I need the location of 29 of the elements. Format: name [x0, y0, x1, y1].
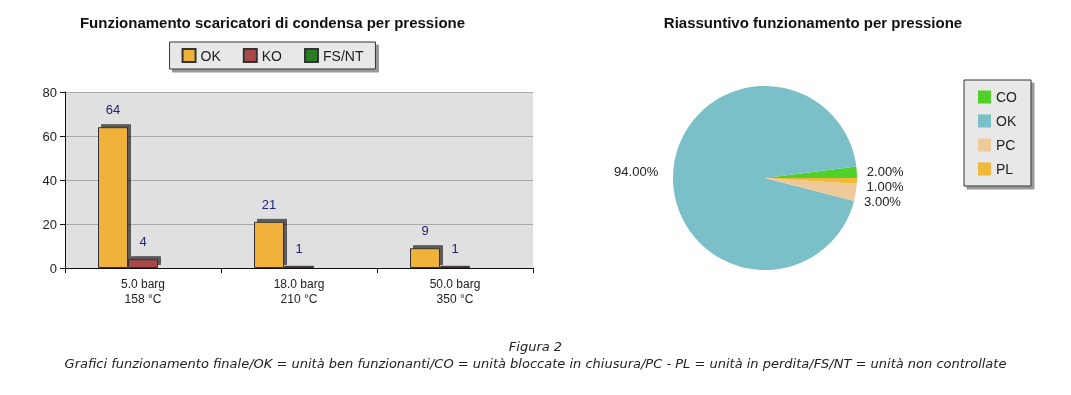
data-label: 3.00%: [864, 194, 902, 210]
legend-label: OK: [996, 113, 1017, 129]
data-label: 21: [261, 196, 277, 212]
x-tick-label: 50.0 barg 350 °C: [429, 276, 481, 306]
text: Grafici funzionamento finale/OK = unità ben funzionanti/CO = unità bloccate in chiusura/PC - PL = unità in perdita/FS/NT = unità non controllate: [63, 355, 1008, 372]
data-label: 1: [451, 240, 459, 256]
y-tick-label: 40: [42, 172, 57, 188]
text: Figura 2: [507, 338, 564, 355]
x-tick-label: 18.0 barg 210 °C: [273, 276, 325, 306]
data-label: 9: [421, 223, 429, 239]
y-tick-label: 60: [42, 128, 57, 144]
legend-label: KO: [261, 47, 283, 64]
chart-title: Riassuntivo funzionamento per pressione: [663, 14, 963, 31]
chart-title: Funzionamento scaricatori di condensa per pressione: [79, 14, 466, 31]
data-label: 4: [139, 234, 147, 250]
legend-label: PC: [996, 137, 1016, 153]
y-tick-label: 20: [42, 216, 57, 232]
y-tick-label: 0: [49, 260, 57, 276]
data-label: 1: [295, 240, 303, 256]
data-label: 1.00%: [866, 179, 904, 195]
legend-label: PL: [996, 161, 1014, 177]
legend-label: OK: [200, 47, 222, 64]
y-tick-label: 80: [42, 84, 57, 100]
data-label: 94.00%: [614, 164, 659, 180]
data-label: 64: [105, 102, 121, 118]
data-label: 2.00%: [866, 164, 905, 180]
legend-label: FS/NT: [323, 47, 364, 64]
x-tick-label: 5.0 barg 158 °C: [120, 276, 166, 306]
legend-label: CO: [996, 89, 1018, 105]
